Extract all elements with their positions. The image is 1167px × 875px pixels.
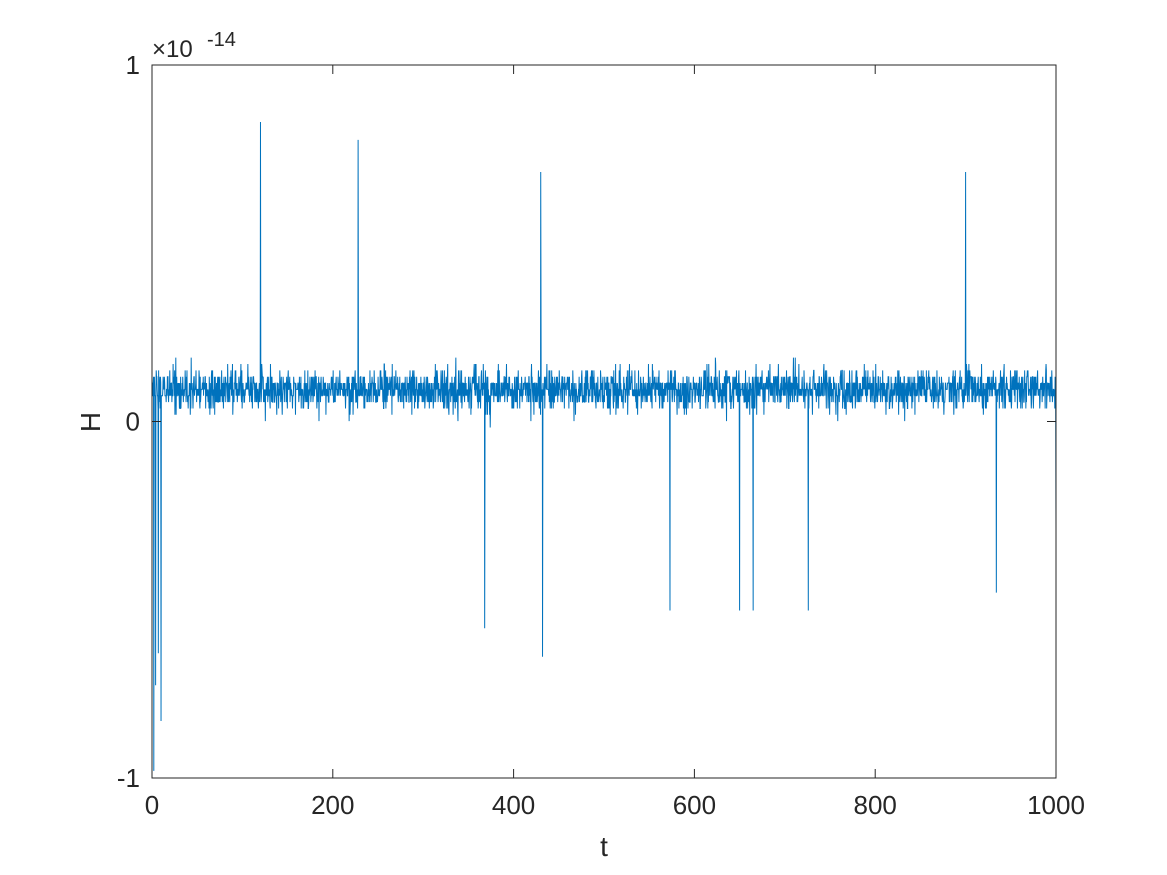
y-tick-label: -1: [117, 763, 140, 793]
series-layer: [151, 122, 1057, 771]
y-axis-label: H: [75, 412, 106, 432]
x-tick-label: 400: [492, 790, 535, 820]
x-tick-label: 600: [673, 790, 716, 820]
y-exponent-power: -14: [207, 29, 236, 51]
x-axis-label: t: [600, 831, 608, 862]
y-exponent-base: ×10: [152, 36, 193, 63]
y-tick-label: 0: [126, 407, 140, 437]
series-line: [151, 122, 1057, 771]
y-tick-label: 1: [126, 50, 140, 80]
x-tick-label: 1000: [1027, 790, 1085, 820]
plot-area: [152, 65, 1056, 778]
tick-layer: 0 200 400 600 800 1000-101: [117, 50, 1085, 820]
x-tick-label: 800: [854, 790, 897, 820]
x-tick-label: 0: [145, 790, 159, 820]
x-tick-label: 200: [311, 790, 354, 820]
